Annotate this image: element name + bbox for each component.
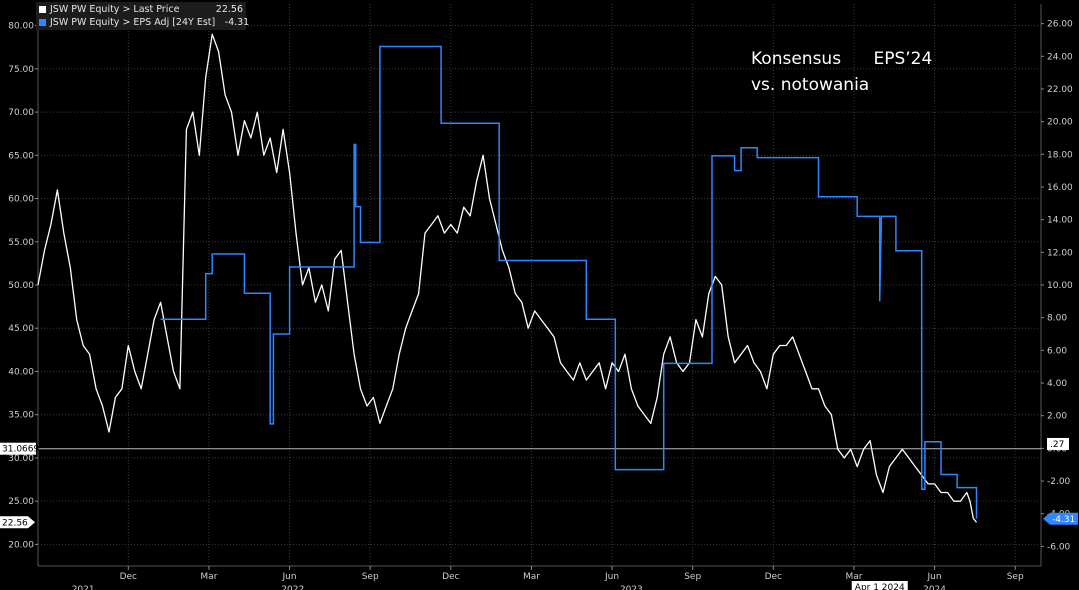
y-left-tick-label: 35.00 (8, 411, 34, 421)
y-right-tick-label: 6.00 (1047, 346, 1067, 356)
y-right-tick-label: 4.00 (1047, 379, 1067, 389)
y-right-tick-label: 10.00 (1047, 281, 1073, 291)
x-year-label: 2022 (281, 585, 304, 590)
y-left-tick-label: 25.00 (8, 497, 34, 507)
legend-entry-price: JSW PW Equity > Last Price 22.56 (39, 3, 243, 16)
x-marker-label-box (851, 581, 908, 590)
y-left-tick-label: 75.00 (8, 65, 34, 75)
left-last-tag: 22.56 (2, 518, 28, 528)
series-line-price (37, 33, 978, 523)
y-right-tick-label: 2.00 (1047, 412, 1067, 422)
y-right-tick-label: 14.00 (1047, 216, 1073, 226)
legend-value-eps: -4.31 (224, 17, 250, 28)
y-right-tick-label: -2.00 (1047, 477, 1071, 487)
y-left-tick-label: 60.00 (8, 195, 34, 205)
y-left-tick-label: 55.00 (8, 238, 34, 248)
legend-entry-eps: JSW PW Equity > EPS Adj [24Y Est] -4.31 (39, 16, 249, 29)
x-marker-label: Apr 1 2024 (855, 583, 905, 590)
y-right-tick-label: 20.00 (1047, 118, 1073, 128)
right-current-tag-box (1047, 437, 1069, 450)
x-tick-label: Dec (442, 572, 459, 582)
right-last-tag: -4.31 (1052, 515, 1075, 525)
y-left-tick-label: 45.00 (8, 324, 34, 334)
y-left-tick-label: 30.00 (8, 454, 34, 464)
y-right-tick-label: 26.00 (1047, 20, 1073, 30)
left-current-tag: 31.0669 (2, 445, 39, 455)
y-right-tick-label: 8.00 (1047, 314, 1067, 324)
right-current-tag: .27 (1050, 440, 1064, 450)
y-left-tick-label: 50.00 (8, 281, 34, 291)
y-right-tick-label: 24.00 (1047, 52, 1073, 62)
x-tick-label: Mar (523, 572, 540, 582)
y-right-tick-label: 12.00 (1047, 248, 1073, 258)
legend-value-price: 22.56 (215, 4, 243, 15)
x-tick-label: Dec (765, 572, 782, 582)
x-tick-label: Mar (200, 572, 217, 582)
legend-label-price: JSW PW Equity > Last Price (50, 4, 180, 15)
y-right-tick-label: 22.00 (1047, 85, 1073, 95)
y-left-tick-label: 65.00 (8, 151, 34, 161)
left-current-tag-box (0, 442, 36, 455)
x-tick-label: Jun (604, 572, 619, 582)
x-year-label: 2021 (72, 585, 95, 590)
x-tick-label: Sep (362, 572, 379, 582)
y-left-tick-label: 80.00 (8, 22, 34, 32)
y-left-tick-label: 20.00 (8, 540, 34, 550)
x-tick-label: Mar (845, 572, 862, 582)
x-tick-label: Sep (1007, 572, 1024, 582)
x-tick-label: Jun (927, 572, 942, 582)
x-tick-label: Jun (282, 572, 297, 582)
x-tick-label: Dec (120, 572, 137, 582)
legend-swatch-eps (39, 19, 46, 26)
annotation-line-2: vs. notowania (751, 75, 870, 95)
legend-label-eps: JSW PW Equity > EPS Adj [24Y Est] (50, 17, 216, 28)
x-tick-label: Sep (684, 572, 701, 582)
annotation-line-1: Konsensus EPS’24 (751, 49, 933, 69)
y-right-tick-label: -6.00 (1047, 542, 1071, 552)
right-last-tag-box (1043, 512, 1078, 525)
x-year-label: 2024 (923, 585, 946, 590)
legend-swatch-price (39, 6, 46, 13)
left-last-tag-box (0, 516, 35, 529)
x-year-label: 2023 (620, 585, 643, 590)
y-right-tick-label: 18.00 (1047, 150, 1073, 160)
y-left-tick-label: 40.00 (8, 367, 34, 377)
series-line-eps (160, 45, 978, 519)
y-right-tick-label: 16.00 (1047, 183, 1073, 193)
chart-legend: JSW PW Equity > Last Price 22.56 JSW PW … (36, 2, 249, 30)
chart-annotation: Konsensus EPS’24 vs. notowania (751, 46, 932, 98)
y-left-tick-label: 70.00 (8, 108, 34, 118)
